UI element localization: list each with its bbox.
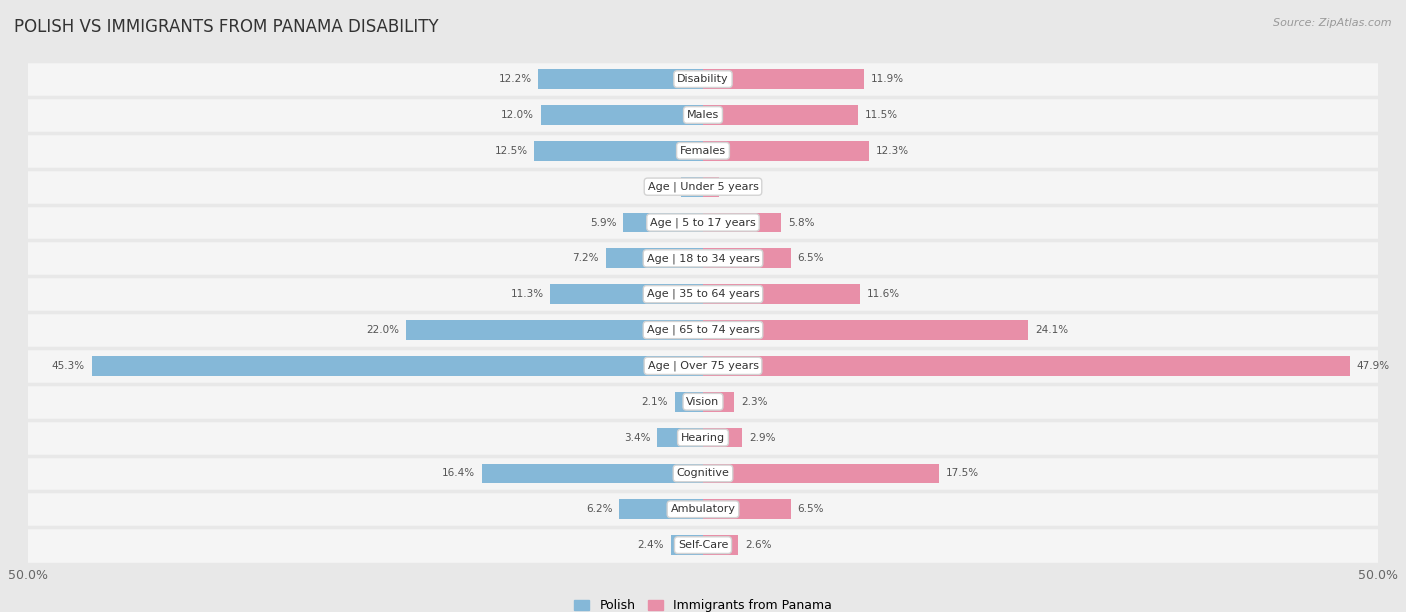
Bar — [91, 356, 703, 376]
Text: 12.0%: 12.0% — [502, 110, 534, 120]
Text: 11.6%: 11.6% — [866, 289, 900, 299]
FancyBboxPatch shape — [14, 169, 1392, 204]
Bar — [619, 499, 703, 519]
Text: 11.5%: 11.5% — [865, 110, 898, 120]
FancyBboxPatch shape — [14, 420, 1392, 455]
Bar — [703, 141, 869, 161]
Text: Ambulatory: Ambulatory — [671, 504, 735, 514]
Bar — [703, 463, 939, 483]
Bar — [703, 320, 1028, 340]
Bar — [406, 320, 703, 340]
Text: 1.6%: 1.6% — [648, 182, 675, 192]
Text: 24.1%: 24.1% — [1035, 325, 1069, 335]
Text: 16.4%: 16.4% — [441, 468, 475, 479]
Bar — [703, 499, 790, 519]
Bar — [703, 285, 859, 304]
Bar — [482, 463, 703, 483]
Text: Source: ZipAtlas.com: Source: ZipAtlas.com — [1274, 18, 1392, 28]
Text: Age | 18 to 34 years: Age | 18 to 34 years — [647, 253, 759, 264]
Text: 2.1%: 2.1% — [641, 397, 668, 407]
Text: Females: Females — [681, 146, 725, 156]
Text: Hearing: Hearing — [681, 433, 725, 442]
Text: 5.9%: 5.9% — [591, 217, 617, 228]
Bar — [703, 69, 863, 89]
Text: Age | 35 to 64 years: Age | 35 to 64 years — [647, 289, 759, 299]
Text: Age | 65 to 74 years: Age | 65 to 74 years — [647, 325, 759, 335]
Text: 47.9%: 47.9% — [1357, 361, 1389, 371]
Text: 2.9%: 2.9% — [749, 433, 775, 442]
Bar — [703, 177, 720, 196]
Text: Disability: Disability — [678, 74, 728, 84]
Bar — [538, 69, 703, 89]
Text: 6.5%: 6.5% — [797, 504, 824, 514]
Text: 6.5%: 6.5% — [797, 253, 824, 263]
FancyBboxPatch shape — [14, 455, 1392, 491]
Bar — [657, 428, 703, 447]
Bar — [703, 356, 1350, 376]
Text: 17.5%: 17.5% — [946, 468, 979, 479]
Text: 12.5%: 12.5% — [495, 146, 527, 156]
Bar — [623, 212, 703, 233]
FancyBboxPatch shape — [14, 241, 1392, 276]
FancyBboxPatch shape — [14, 133, 1392, 169]
Text: 2.4%: 2.4% — [637, 540, 664, 550]
FancyBboxPatch shape — [14, 491, 1392, 527]
Bar — [682, 177, 703, 196]
Text: 2.3%: 2.3% — [741, 397, 768, 407]
Text: 11.3%: 11.3% — [510, 289, 544, 299]
Text: 7.2%: 7.2% — [572, 253, 599, 263]
FancyBboxPatch shape — [14, 204, 1392, 241]
Text: 45.3%: 45.3% — [52, 361, 84, 371]
Text: 22.0%: 22.0% — [367, 325, 399, 335]
FancyBboxPatch shape — [14, 384, 1392, 420]
Text: 12.2%: 12.2% — [499, 74, 531, 84]
FancyBboxPatch shape — [14, 276, 1392, 312]
Bar — [675, 392, 703, 412]
Bar — [606, 248, 703, 268]
Text: 6.2%: 6.2% — [586, 504, 613, 514]
Text: 5.8%: 5.8% — [787, 217, 814, 228]
Text: POLISH VS IMMIGRANTS FROM PANAMA DISABILITY: POLISH VS IMMIGRANTS FROM PANAMA DISABIL… — [14, 18, 439, 36]
Text: 11.9%: 11.9% — [870, 74, 904, 84]
FancyBboxPatch shape — [14, 61, 1392, 97]
Text: 2.6%: 2.6% — [745, 540, 772, 550]
Text: Age | Over 75 years: Age | Over 75 years — [648, 360, 758, 371]
Bar — [703, 392, 734, 412]
FancyBboxPatch shape — [14, 97, 1392, 133]
Text: 1.2%: 1.2% — [725, 182, 752, 192]
Text: Vision: Vision — [686, 397, 720, 407]
Bar — [551, 285, 703, 304]
FancyBboxPatch shape — [14, 348, 1392, 384]
Legend: Polish, Immigrants from Panama: Polish, Immigrants from Panama — [569, 594, 837, 612]
Bar — [534, 141, 703, 161]
Bar — [703, 212, 782, 233]
FancyBboxPatch shape — [14, 312, 1392, 348]
Text: 3.4%: 3.4% — [624, 433, 651, 442]
Bar — [703, 536, 738, 555]
Bar — [703, 248, 790, 268]
Text: Cognitive: Cognitive — [676, 468, 730, 479]
Bar — [703, 105, 858, 125]
Text: Age | Under 5 years: Age | Under 5 years — [648, 181, 758, 192]
Bar — [703, 428, 742, 447]
Bar — [541, 105, 703, 125]
FancyBboxPatch shape — [14, 527, 1392, 563]
Text: Males: Males — [688, 110, 718, 120]
Text: Self-Care: Self-Care — [678, 540, 728, 550]
Text: 12.3%: 12.3% — [876, 146, 908, 156]
Text: Age | 5 to 17 years: Age | 5 to 17 years — [650, 217, 756, 228]
Bar — [671, 536, 703, 555]
